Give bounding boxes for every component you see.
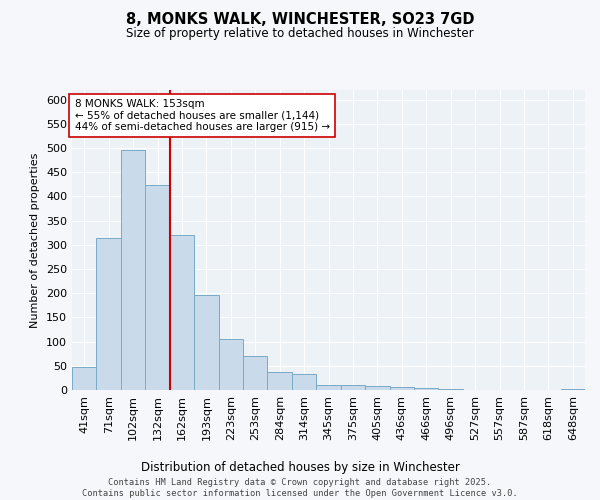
Bar [218,339,243,390]
Bar [560,389,585,390]
Text: Distribution of detached houses by size in Winchester: Distribution of detached houses by size … [140,461,460,474]
Bar [365,386,389,390]
Bar [341,384,365,390]
Bar [97,238,121,390]
Bar [439,388,463,390]
Bar [121,150,145,390]
Bar [316,384,341,390]
Bar [292,374,316,390]
Bar [414,388,439,390]
Text: Size of property relative to detached houses in Winchester: Size of property relative to detached ho… [126,28,474,40]
Bar [194,295,218,390]
Bar [145,185,170,390]
Bar [243,356,268,390]
Text: 8, MONKS WALK, WINCHESTER, SO23 7GD: 8, MONKS WALK, WINCHESTER, SO23 7GD [126,12,474,28]
Y-axis label: Number of detached properties: Number of detached properties [31,152,40,328]
Bar [389,387,414,390]
Bar [72,367,97,390]
Text: Contains HM Land Registry data © Crown copyright and database right 2025.
Contai: Contains HM Land Registry data © Crown c… [82,478,518,498]
Bar [268,372,292,390]
Text: 8 MONKS WALK: 153sqm
← 55% of detached houses are smaller (1,144)
44% of semi-de: 8 MONKS WALK: 153sqm ← 55% of detached h… [74,99,329,132]
Bar [170,235,194,390]
